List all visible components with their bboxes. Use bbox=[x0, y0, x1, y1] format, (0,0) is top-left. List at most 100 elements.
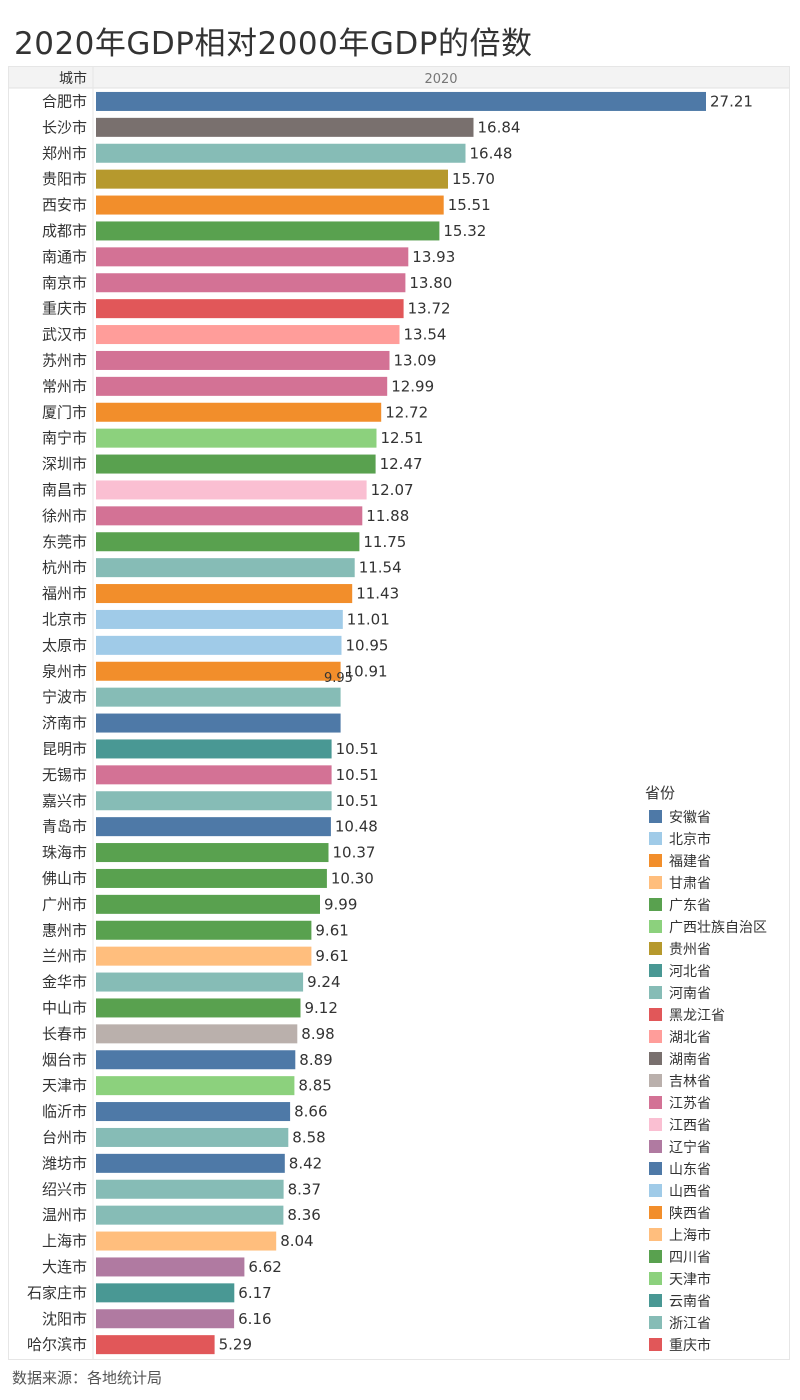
city-label: 西安市 bbox=[42, 196, 87, 214]
bar bbox=[96, 1335, 215, 1355]
city-label: 常州市 bbox=[42, 377, 87, 395]
legend-title: 省份 bbox=[645, 784, 675, 802]
bar bbox=[96, 506, 363, 526]
legend-swatch bbox=[649, 898, 662, 911]
legend-item: 上海市 bbox=[649, 1227, 711, 1244]
legend: 省份 安徽省北京市福建省甘肃省广东省广西壮族自治区贵州省河北省河南省黑龙江省湖北… bbox=[645, 784, 767, 1354]
value-label: 10.51 bbox=[336, 766, 379, 784]
city-label: 嘉兴市 bbox=[42, 792, 87, 810]
value-label: 15.51 bbox=[448, 196, 491, 214]
city-label: 南宁市 bbox=[42, 429, 87, 447]
bar bbox=[96, 273, 406, 293]
legend-label: 河北省 bbox=[669, 964, 711, 980]
legend-label: 湖南省 bbox=[669, 1052, 711, 1068]
chart-frame: 城市 2020 合肥市 27.21 长沙市 16.84 郑州市 16.48 贵阳市 15.70… bbox=[8, 66, 790, 1360]
chart-title: 2020年GDP相对2000年GDP的倍数 bbox=[14, 26, 533, 62]
table-row: 北京市 11.01 bbox=[42, 609, 390, 629]
city-label: 上海市 bbox=[42, 1232, 87, 1250]
table-row: 长沙市 16.84 bbox=[42, 117, 521, 137]
table-row: 泉州市 10.91 bbox=[42, 661, 388, 681]
legend-swatch bbox=[649, 1250, 662, 1263]
value-label: 6.17 bbox=[238, 1284, 271, 1302]
legend-item: 吉林省 bbox=[649, 1074, 711, 1090]
bar bbox=[96, 1024, 298, 1044]
bar bbox=[96, 91, 706, 111]
legend-item: 山东省 bbox=[649, 1162, 711, 1178]
bar bbox=[96, 609, 343, 629]
value-label: 11.75 bbox=[363, 533, 406, 551]
bar bbox=[96, 972, 304, 992]
bar bbox=[96, 1127, 289, 1147]
bar bbox=[96, 998, 301, 1018]
bar bbox=[96, 1205, 284, 1225]
table-row: 天津市 8.85 bbox=[42, 1076, 332, 1096]
value-label: 12.47 bbox=[380, 455, 423, 473]
city-label: 哈尔滨市 bbox=[27, 1336, 87, 1354]
legend-label: 江西省 bbox=[669, 1118, 711, 1134]
value-label: 13.09 bbox=[394, 351, 437, 369]
legend-swatch bbox=[649, 1338, 662, 1351]
value-label: 12.72 bbox=[385, 403, 428, 421]
value-label: 10.51 bbox=[336, 740, 379, 758]
value-label: 9.24 bbox=[307, 973, 340, 991]
bar bbox=[96, 325, 400, 345]
bar bbox=[96, 1102, 291, 1122]
legend-swatch bbox=[649, 810, 662, 823]
legend-label: 安徽省 bbox=[669, 810, 711, 826]
bar bbox=[96, 454, 376, 474]
legend-label: 福建省 bbox=[669, 854, 711, 870]
table-row: 大连市 6.62 bbox=[42, 1257, 282, 1277]
table-row: 杭州市 11.54 bbox=[42, 558, 402, 578]
legend-label: 山西省 bbox=[669, 1184, 711, 1200]
city-label: 泉州市 bbox=[42, 662, 87, 680]
city-label: 珠海市 bbox=[42, 844, 87, 862]
legend-item: 贵州省 bbox=[649, 942, 711, 958]
value-label: 11.88 bbox=[366, 507, 409, 525]
bar bbox=[96, 791, 332, 811]
value-label: 16.84 bbox=[478, 118, 521, 136]
bar bbox=[96, 1257, 245, 1277]
legend-swatch bbox=[649, 920, 662, 933]
city-label: 太原市 bbox=[42, 636, 87, 654]
city-label: 厦门市 bbox=[42, 403, 87, 421]
bar bbox=[96, 584, 353, 604]
bar bbox=[96, 713, 341, 733]
header-row bbox=[9, 67, 789, 88]
table-row: 贵阳市 15.70 bbox=[42, 169, 495, 189]
city-label: 福州市 bbox=[42, 585, 87, 603]
table-row: 金华市 9.24 bbox=[42, 972, 341, 992]
value-label: 12.51 bbox=[381, 429, 424, 447]
city-label: 台州市 bbox=[42, 1128, 87, 1146]
table-row: 徐州市 11.88 bbox=[42, 506, 409, 526]
city-label: 大连市 bbox=[42, 1258, 87, 1276]
table-row: 太原市 10.95 bbox=[42, 635, 388, 655]
value-label: 10.48 bbox=[335, 818, 378, 836]
table-row: 苏州市 13.09 bbox=[42, 350, 437, 370]
bar bbox=[96, 843, 329, 863]
bar bbox=[96, 739, 332, 759]
column-header: 2020 bbox=[424, 72, 457, 87]
city-label: 徐州市 bbox=[42, 507, 87, 525]
table-row: 绍兴市 8.37 bbox=[42, 1179, 321, 1199]
table-row: 合肥市 27.21 bbox=[42, 91, 753, 111]
table-row: 烟台市 8.89 bbox=[42, 1050, 333, 1070]
bar bbox=[96, 221, 440, 241]
legend-swatch bbox=[649, 1008, 662, 1021]
legend-label: 广东省 bbox=[669, 898, 711, 914]
bar bbox=[96, 817, 331, 837]
value-label: 10.51 bbox=[336, 792, 379, 810]
value-label: 6.62 bbox=[248, 1258, 281, 1276]
table-row: 临沂市 8.66 bbox=[42, 1102, 328, 1122]
legend-swatch bbox=[649, 942, 662, 955]
city-label: 长沙市 bbox=[42, 118, 87, 136]
value-label: 9.61 bbox=[315, 947, 348, 965]
legend-swatch bbox=[649, 1206, 662, 1219]
city-label: 深圳市 bbox=[42, 455, 87, 473]
value-label: 8.36 bbox=[287, 1206, 320, 1224]
value-label: 8.85 bbox=[298, 1077, 331, 1095]
city-label: 天津市 bbox=[42, 1077, 87, 1095]
legend-swatch bbox=[649, 1096, 662, 1109]
table-row: 哈尔滨市 5.29 bbox=[27, 1335, 252, 1355]
table-row: 沈阳市 6.16 bbox=[42, 1309, 272, 1329]
city-label: 昆明市 bbox=[42, 740, 87, 758]
